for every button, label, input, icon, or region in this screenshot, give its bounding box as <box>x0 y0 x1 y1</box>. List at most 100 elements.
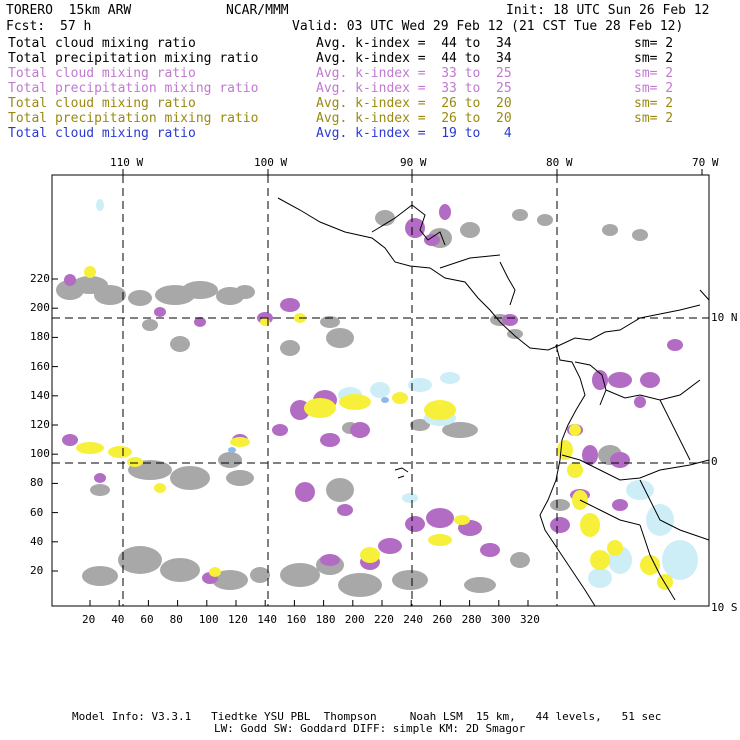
model-title: TORERO 15km ARW <box>6 3 132 18</box>
legend-sm-3: sm= 2 <box>634 81 674 96</box>
x-tick-label: 180 <box>315 613 336 626</box>
x-tick-label: 300 <box>490 613 511 626</box>
legend-sm-0: sm= 2 <box>634 36 674 51</box>
y-tick-label: 60 <box>30 505 44 519</box>
y-tick-label: 180 <box>30 330 50 344</box>
purple-cloud <box>582 445 598 465</box>
purple-cloud <box>295 482 315 502</box>
yellow-cloud <box>84 266 96 278</box>
coastline <box>394 467 409 479</box>
lightblue-cloud <box>370 382 390 398</box>
coastline <box>659 399 691 461</box>
x-tick-label: 20 <box>82 613 96 626</box>
cloud-layer <box>56 199 698 597</box>
yellow-cloud <box>209 567 221 577</box>
forecast-hours: 57 h <box>60 19 92 34</box>
legend-sm-5: sm= 2 <box>634 111 674 126</box>
purple-cloud <box>64 274 76 286</box>
coastline <box>499 261 516 306</box>
gray-cloud <box>510 552 530 568</box>
gray-cloud <box>82 566 118 586</box>
physics-info: LW: Godd SW: Goddard DIFF: simple KM: 2D… <box>214 722 526 735</box>
x-tick-label: 140 <box>257 613 278 626</box>
y-tick-label: 80 <box>30 476 44 490</box>
legend-field-0: Total cloud mixing ratio <box>8 36 196 51</box>
yellow-cloud <box>640 555 660 575</box>
lightblue-cloud <box>662 540 698 580</box>
gray-cloud <box>170 466 210 490</box>
yellow-cloud <box>76 442 104 454</box>
lat-lon-grid <box>52 175 709 606</box>
purple-cloud <box>320 554 340 566</box>
gray-cloud <box>442 422 478 438</box>
organization-label: NCAR/MMM <box>226 3 289 18</box>
legend-kindex-2: Avg. k-index = 33 to 25 <box>316 66 512 81</box>
gray-cloud <box>326 328 354 348</box>
x-tick-label: 260 <box>432 613 453 626</box>
legend-sm-2: sm= 2 <box>634 66 674 81</box>
gray-cloud <box>375 210 395 226</box>
gray-cloud <box>235 285 255 299</box>
legend-kindex-5: Avg. k-index = 26 to 20 <box>316 111 512 126</box>
legend-sm-1: sm= 2 <box>634 51 674 66</box>
purple-cloud <box>280 298 300 312</box>
gray-cloud <box>170 336 190 352</box>
x-tick-label: 80 <box>169 613 183 626</box>
coastline <box>561 454 710 481</box>
y-tick-label: 200 <box>30 301 50 315</box>
x-tick-label: 200 <box>344 613 365 626</box>
purple-cloud <box>550 517 570 533</box>
lon-label-100w: 100 W <box>254 156 288 169</box>
lon-label-110w: 110 W <box>110 156 144 169</box>
purple-cloud <box>592 370 608 390</box>
legend-field-4: Total cloud mixing ratio <box>8 96 196 111</box>
yellow-cloud <box>360 547 380 563</box>
purple-cloud <box>634 396 646 408</box>
gray-cloud <box>280 563 320 587</box>
blue-cloud <box>381 397 389 403</box>
purple-cloud <box>94 473 106 483</box>
lightblue-cloud <box>402 493 418 503</box>
valid-time: Valid: 03 UTC Wed 29 Feb 12 (21 CST Tue … <box>292 19 684 34</box>
coastline <box>639 479 710 541</box>
purple-cloud <box>405 218 425 238</box>
gray-cloud <box>326 478 354 502</box>
yellow-cloud <box>590 550 610 570</box>
gray-cloud <box>218 452 242 468</box>
yellow-cloud <box>339 394 371 410</box>
yellow-cloud <box>567 462 583 478</box>
legend-kindex-0: Avg. k-index = 44 to 34 <box>316 36 512 51</box>
x-tick-label: 320 <box>520 613 540 626</box>
gray-cloud <box>602 224 618 236</box>
gray-cloud <box>128 290 152 306</box>
lon-label-80w: 80 W <box>546 156 573 169</box>
lightblue-cloud <box>440 372 460 384</box>
gray-cloud <box>392 570 428 590</box>
x-tick-label: 60 <box>140 613 154 626</box>
lon-label-90w: 90 W <box>400 156 427 169</box>
forecast-label: Fcst: <box>6 19 46 34</box>
coastline <box>371 204 446 246</box>
coastline <box>439 254 501 269</box>
init-time: Init: 18 UTC Sun 26 Feb 12 <box>506 3 710 18</box>
purple-cloud <box>337 504 353 516</box>
legend-kindex-6: Avg. k-index = 19 to 4 <box>316 126 512 141</box>
gray-cloud <box>512 209 528 221</box>
yellow-cloud <box>580 513 600 537</box>
coastline <box>277 197 701 351</box>
blue-cloud <box>228 447 236 453</box>
yellow-cloud <box>454 515 470 525</box>
purple-cloud <box>350 422 370 438</box>
x-tick-label: 120 <box>228 613 248 626</box>
legend-field-2: Total cloud mixing ratio <box>8 66 196 81</box>
purple-cloud <box>480 543 500 557</box>
yellow-cloud <box>428 534 452 546</box>
lightblue-cloud <box>96 199 104 211</box>
purple-cloud <box>608 372 632 388</box>
yellow-cloud <box>304 398 336 418</box>
legend-kindex-1: Avg. k-index = 44 to 34 <box>316 51 512 66</box>
gray-cloud <box>160 558 200 582</box>
yellow-cloud <box>657 574 673 590</box>
gray-cloud <box>212 570 248 590</box>
